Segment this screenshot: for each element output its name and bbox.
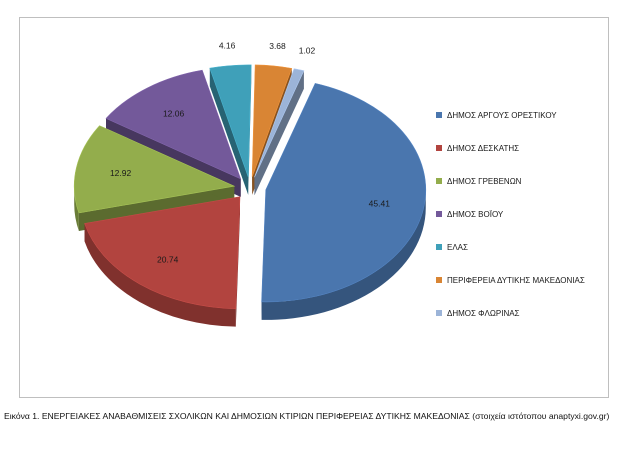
legend-label-4: ΔΗΜΟΣ ΒΟΪΟΥ [447,210,504,219]
figure-caption: Εικόνα 1. ΕΝΕΡΓΕΙΑΚΕΣ ΑΝΑΒΑΘΜΙΣΕΙΣ ΣΧΟΛΙ… [4,411,610,421]
data-label-5: 4.16 [219,41,236,51]
data-label-1: 45.41 [369,199,391,209]
legend-label-6: ΠΕΡΙΦΕΡΕΙΑ ΔΥΤΙΚΗΣ ΜΑΚΕΔΟΝΙΑΣ [447,276,585,285]
legend-item-1: ΔΗΜΟΣ ΑΡΓΟΥΣ ΟΡΕΣΤΙΚΟΥ [436,111,557,120]
legend-label-2: ΔΗΜΟΣ ΔΕΣΚΑΤΗΣ [447,144,519,153]
legend-item-2: ΔΗΜΟΣ ΔΕΣΚΑΤΗΣ [436,144,519,153]
data-labels: 45.41 20.74 12.92 12.06 4.16 3.68 1.02 [110,41,390,265]
pie-slice-7 [254,68,305,196]
pie-slices [73,64,427,327]
legend-item-4: ΔΗΜΟΣ ΒΟΪΟΥ [436,210,504,219]
legend-label-3: ΔΗΜΟΣ ΓΡΕΒΕΝΩΝ [447,177,522,186]
legend-swatch-5 [436,244,442,250]
legend-swatch-3 [436,178,442,184]
pie-chart: 45.41 20.74 12.92 12.06 4.16 3.68 1.02 ΔΗΜΟΣ Α… [73,41,585,327]
legend-item-7: ΔΗΜΟΣ ΦΛΩΡΙΝΑΣ [436,309,520,318]
data-label-3: 12.92 [110,168,132,178]
legend-swatch-4 [436,211,442,217]
legend-swatch-2 [436,145,442,151]
pie-slice-2 [84,196,241,327]
data-label-4: 12.06 [163,108,185,118]
legend-swatch-6 [436,277,442,283]
data-label-6: 3.68 [269,41,286,51]
legend-swatch-1 [436,112,442,118]
legend-label-1: ΔΗΜΟΣ ΑΡΓΟΥΣ ΟΡΕΣΤΙΚΟΥ [447,111,557,120]
data-label-7: 1.02 [299,45,316,55]
legend-item-6: ΠΕΡΙΦΕΡΕΙΑ ΔΥΤΙΚΗΣ ΜΑΚΕΔΟΝΙΑΣ [436,276,585,285]
data-label-2: 20.74 [157,255,179,265]
legend-label-7: ΔΗΜΟΣ ΦΛΩΡΙΝΑΣ [447,309,520,318]
legend-label-5: ΕΛΑΣ [447,243,468,252]
chart-frame: 45.41 20.74 12.92 12.06 4.16 3.68 1.02 ΔΗΜΟΣ Α… [19,17,609,398]
legend: ΔΗΜΟΣ ΑΡΓΟΥΣ ΟΡΕΣΤΙΚΟΥ ΔΗΜΟΣ ΔΕΣΚΑΤΗΣ ΔΗΜΟ… [436,111,585,318]
pie-slice-1 [261,83,427,320]
legend-item-5: ΕΛΑΣ [436,243,468,252]
legend-item-3: ΔΗΜΟΣ ΓΡΕΒΕΝΩΝ [436,177,522,186]
legend-swatch-7 [436,310,442,316]
pie-slice-5 [209,64,252,195]
